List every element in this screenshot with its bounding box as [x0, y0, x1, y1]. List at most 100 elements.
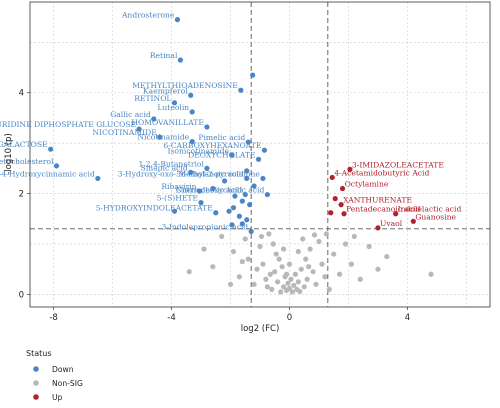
point-non-sig: [316, 238, 322, 245]
point-down: [260, 175, 266, 182]
point-down: [244, 168, 250, 174]
point-non-sig: [279, 264, 285, 270]
point-non-sig: [295, 279, 301, 285]
point-label: 4-Acetamidobutyric Acid: [334, 168, 429, 177]
point-non-sig: [273, 251, 279, 257]
point-label: Octylamine: [345, 180, 389, 189]
point-down: [222, 178, 228, 184]
point-non-sig: [272, 269, 278, 275]
point-non-sig: [236, 274, 242, 280]
point-non-sig: [230, 248, 237, 255]
point-up: [410, 218, 416, 224]
point-non-sig: [306, 264, 312, 270]
point-non-sig: [351, 233, 357, 240]
point-non-sig: [286, 261, 293, 267]
point-label: Guanosine: [415, 212, 456, 221]
legend: Status Down Non-SIG Up: [26, 349, 83, 402]
point-label: Ribavirin: [161, 182, 196, 191]
point-non-sig: [286, 285, 293, 291]
plot-frame: [29, 1, 491, 308]
point-up: [393, 211, 399, 217]
point-non-sig: [276, 256, 282, 262]
y-tick-label: 0: [19, 290, 24, 300]
legend-marker: [33, 394, 39, 400]
point-down: [48, 146, 54, 152]
point-label: Chenodeoxycholic acid: [176, 186, 265, 195]
point-down: [229, 152, 235, 158]
point-down: [261, 147, 268, 153]
point-non-sig: [266, 231, 272, 237]
point-down: [245, 139, 251, 145]
point-down: [198, 200, 204, 206]
point-down: [188, 169, 194, 175]
legend-label: Down: [52, 365, 74, 374]
point-non-sig: [242, 236, 248, 242]
point-label: 5-HYDROXYINDOLEACETATE: [96, 204, 213, 213]
point-non-sig: [270, 241, 276, 247]
point-label: RETINOL: [134, 94, 171, 103]
point-label: Pimelic acid: [198, 133, 245, 142]
point-non-sig: [319, 261, 325, 267]
legend-marker: [33, 380, 39, 386]
point-label: 6-CARBOXYHEXANOATE: [163, 141, 261, 150]
y-axis-title: -log10 (p): [4, 133, 14, 175]
point-label: 3,5-Dimethoxy-4-Hydroxycinnamic acid: [0, 169, 95, 178]
point-down: [238, 87, 244, 93]
point-down: [264, 191, 270, 198]
point-label: Retinal: [150, 51, 178, 60]
point-non-sig: [260, 261, 266, 267]
point-down: [236, 213, 242, 219]
point-labels: Androsterone Retinal METHYLTHIOADENOSINEKa…: [0, 11, 461, 232]
point-non-sig: [342, 241, 349, 247]
point-down: [196, 188, 203, 194]
point-non-sig: [291, 282, 297, 288]
point-non-sig: [304, 276, 310, 282]
point-non-sig: [254, 266, 260, 272]
point-up: [329, 174, 335, 181]
point-down: [244, 217, 250, 223]
point-down: [255, 156, 262, 162]
threshold-lines: [30, 2, 490, 307]
point-non-sig: [311, 232, 318, 238]
point-non-sig: [219, 233, 225, 240]
point-down: [226, 208, 232, 214]
point-non-sig: [310, 269, 316, 275]
point-non-sig: [275, 279, 281, 285]
point-non-sig: [263, 276, 269, 282]
point-non-sig: [210, 264, 216, 270]
point-label: 7-Ketocholesterol: [0, 157, 54, 166]
point-up: [338, 202, 344, 208]
point-label: Uvaol: [380, 219, 403, 228]
point-non-sig: [301, 284, 307, 290]
point-non-sig: [245, 256, 251, 262]
point-up: [339, 185, 346, 192]
grid: [30, 2, 490, 307]
point-non-sig: [326, 286, 332, 292]
point-down: [210, 185, 216, 192]
point-non-sig: [267, 271, 273, 277]
point-down: [174, 17, 181, 23]
point-non-sig: [288, 276, 294, 282]
y-tick-label: 2: [19, 190, 24, 200]
point-down: [136, 126, 142, 132]
point-non-sig: [337, 271, 343, 277]
point-up: [375, 225, 381, 231]
point-non-sig: [280, 246, 287, 252]
point-down: [189, 139, 195, 145]
point-down: [248, 228, 254, 234]
point-non-sig: [375, 266, 381, 272]
point-non-sig: [366, 243, 372, 250]
point-down: [251, 183, 257, 189]
point-down: [177, 57, 183, 63]
x-tick-label: -8: [49, 313, 57, 323]
y-axis-ticks: 0 2 4: [19, 89, 30, 300]
point-label: HOMOVANILLATE: [131, 118, 204, 127]
point-label: 3-Indolepropionic acid: [162, 222, 249, 231]
point-label: 3-Hydroxy-oxo-5b-cholanoic acid: [118, 169, 244, 178]
point-non-sig: [283, 271, 290, 277]
point-up: [332, 196, 338, 202]
legend-marker: [33, 366, 39, 372]
point-down: [204, 165, 210, 171]
point-non-sig: [348, 261, 355, 267]
